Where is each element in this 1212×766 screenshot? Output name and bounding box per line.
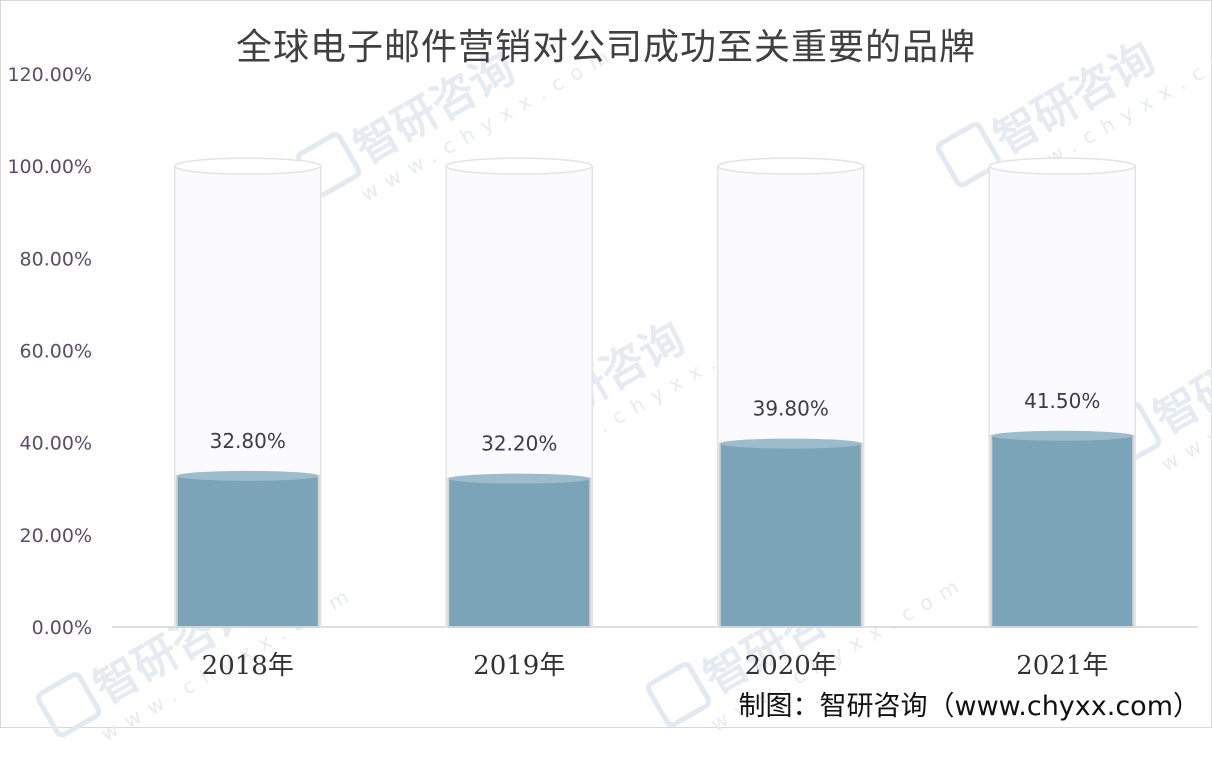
data-label: 32.20% bbox=[481, 432, 557, 456]
bar bbox=[175, 474, 320, 629]
y-tick-label: 0.00% bbox=[32, 617, 92, 639]
data-label: 39.80% bbox=[753, 397, 829, 421]
bar bbox=[447, 477, 592, 628]
bar-container-top bbox=[445, 157, 593, 175]
y-tick-label: 20.00% bbox=[20, 525, 92, 547]
bar bbox=[718, 442, 863, 629]
x-tick-label: 2019年 bbox=[473, 651, 565, 681]
chart-title: 全球电子邮件营销对公司成功至关重要的品牌 bbox=[235, 27, 976, 68]
y-tick-label: 80.00% bbox=[20, 248, 92, 270]
source-note: 制图：智研咨询（www.chyxx.com） bbox=[738, 691, 1201, 722]
bar-container-top bbox=[988, 157, 1136, 175]
chart-svg: 0.00% 20.00% 40.00% 60.00% 80.00% 100.00% 120.… bbox=[7, 64, 1198, 681]
x-tick-label: 2020年 bbox=[745, 651, 837, 681]
bar-top bbox=[719, 438, 862, 449]
bar-container-top bbox=[717, 157, 865, 175]
data-label: 41.50% bbox=[1024, 389, 1100, 413]
bar-top bbox=[176, 470, 319, 481]
bar-container-top bbox=[174, 157, 322, 175]
y-tick-label: 60.00% bbox=[20, 341, 92, 363]
y-tick-label: 40.00% bbox=[20, 433, 92, 455]
bar bbox=[990, 434, 1135, 629]
x-tick-label: 2021年 bbox=[1016, 651, 1108, 681]
x-tick-label: 2018年 bbox=[202, 651, 294, 681]
y-tick-label: 100.00% bbox=[7, 156, 92, 178]
bar-top bbox=[448, 473, 591, 484]
bar-top bbox=[991, 430, 1134, 441]
data-label: 32.80% bbox=[210, 429, 286, 453]
y-tick-label: 120.00% bbox=[7, 64, 92, 86]
